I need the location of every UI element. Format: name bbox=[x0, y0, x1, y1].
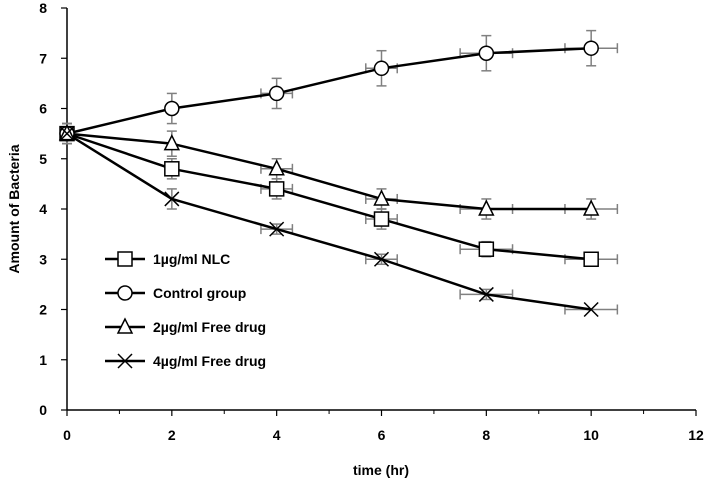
x-marker-stroke bbox=[117, 353, 133, 369]
legend-item: 4µg/ml Free drug bbox=[105, 353, 266, 369]
x-tick-label: 8 bbox=[482, 427, 490, 443]
legend-marker bbox=[117, 353, 133, 369]
triangle-marker bbox=[268, 159, 285, 176]
x-marker-stroke bbox=[583, 301, 599, 318]
data-point bbox=[164, 191, 180, 207]
legend-marker bbox=[116, 317, 134, 334]
x-tick-label: 12 bbox=[688, 427, 704, 443]
triangle-marker bbox=[116, 317, 134, 334]
data-point bbox=[478, 286, 494, 302]
data-point bbox=[373, 60, 390, 77]
x-tick-label: 6 bbox=[378, 427, 386, 443]
legend-item: Control group bbox=[105, 285, 246, 301]
x-marker-stroke bbox=[478, 286, 494, 302]
triangle-marker bbox=[163, 133, 181, 151]
triangle-marker bbox=[373, 189, 390, 206]
data-point bbox=[373, 251, 390, 267]
square-marker bbox=[478, 241, 495, 257]
legend-label: Control group bbox=[153, 285, 246, 301]
circle-marker bbox=[583, 40, 599, 56]
data-point bbox=[373, 189, 390, 206]
legend: 1µg/ml NLC Control group 2µg/ml Free drug 4… bbox=[105, 251, 266, 369]
y-tick-label: 6 bbox=[39, 101, 47, 117]
triangle-marker bbox=[478, 199, 495, 216]
x-marker-stroke bbox=[59, 126, 75, 142]
series-line-3 bbox=[66, 132, 592, 311]
data-point bbox=[582, 199, 600, 216]
legend-marker bbox=[117, 251, 133, 267]
y-tick-label: 5 bbox=[39, 151, 47, 167]
legend-label: 2µg/ml Free drug bbox=[153, 319, 266, 335]
legend-item: 2µg/ml Free drug bbox=[105, 317, 266, 335]
x-tick-label: 0 bbox=[63, 427, 71, 443]
x-tick-label: 10 bbox=[583, 427, 599, 443]
series-line-2 bbox=[66, 132, 592, 211]
data-point bbox=[164, 161, 180, 177]
legend-label: 4µg/ml Free drug bbox=[153, 353, 266, 369]
x-marker-stroke bbox=[164, 191, 180, 207]
data-point bbox=[163, 133, 181, 151]
series-markers bbox=[58, 40, 600, 318]
x-tick-label: 2 bbox=[168, 427, 176, 443]
series-line-1 bbox=[66, 46, 592, 135]
y-tick-label: 3 bbox=[39, 251, 47, 267]
data-point bbox=[268, 85, 285, 102]
data-point bbox=[373, 211, 390, 227]
square-marker bbox=[268, 181, 285, 197]
y-tick-label: 7 bbox=[39, 50, 47, 66]
circle-marker bbox=[373, 60, 390, 77]
y-tick-label: 0 bbox=[39, 402, 47, 418]
y-tick-label: 2 bbox=[39, 302, 47, 318]
data-point bbox=[268, 159, 285, 176]
x-marker-stroke bbox=[373, 251, 390, 267]
y-tick-label: 8 bbox=[39, 0, 47, 16]
triangle-marker bbox=[582, 199, 600, 216]
data-point bbox=[164, 100, 180, 117]
data-point bbox=[268, 181, 285, 197]
data-point bbox=[269, 221, 285, 237]
series-lines bbox=[66, 46, 592, 311]
circle-marker bbox=[117, 285, 133, 301]
data-point bbox=[583, 40, 599, 56]
series-line-0 bbox=[66, 132, 592, 261]
data-point bbox=[583, 301, 599, 318]
y-tick-label: 1 bbox=[39, 352, 47, 368]
legend-marker bbox=[117, 285, 133, 301]
error-bars bbox=[62, 29, 619, 315]
square-marker bbox=[164, 161, 180, 177]
circle-marker bbox=[164, 100, 180, 117]
square-marker bbox=[117, 251, 133, 267]
square-marker bbox=[373, 211, 390, 227]
x-marker-stroke bbox=[269, 221, 285, 237]
x-axis-title: time (hr) bbox=[353, 462, 409, 478]
data-point bbox=[478, 241, 495, 257]
data-point bbox=[478, 45, 495, 61]
circle-marker bbox=[478, 45, 495, 61]
y-axis-title: Amount of Bacteria bbox=[6, 144, 22, 273]
x-tick-label: 4 bbox=[273, 427, 281, 443]
circle-marker bbox=[268, 85, 285, 102]
data-point bbox=[583, 251, 599, 267]
legend-label: 1µg/ml NLC bbox=[153, 251, 230, 267]
square-marker bbox=[583, 251, 599, 267]
data-point bbox=[478, 199, 495, 216]
data-point bbox=[59, 126, 75, 142]
y-tick-label: 4 bbox=[39, 201, 47, 217]
legend-item: 1µg/ml NLC bbox=[105, 251, 230, 267]
